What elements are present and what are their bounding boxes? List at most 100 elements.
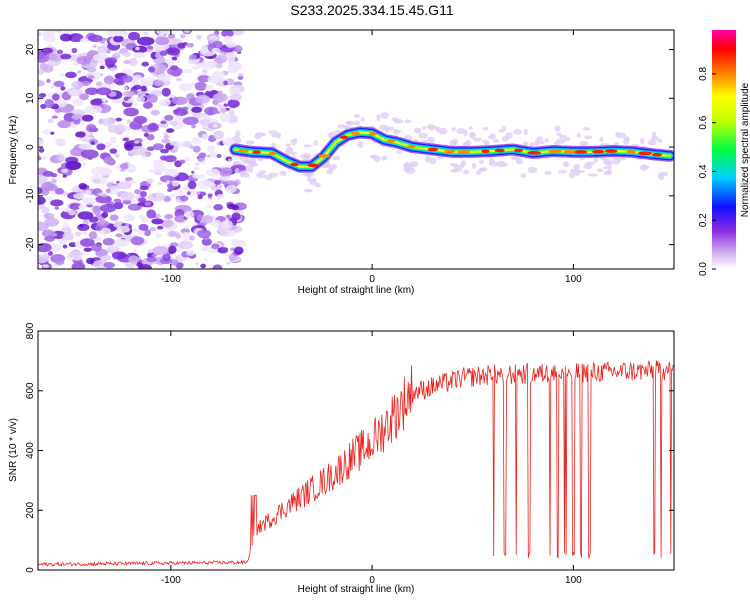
spectrogram-noise-cell <box>152 159 164 166</box>
spectrogram-noise-cell <box>103 156 114 165</box>
spectrogram-noise-cell <box>69 54 79 62</box>
spectrogram-noise-cell <box>138 264 153 269</box>
spectrogram-ridge-halo <box>290 138 297 146</box>
spectrogram-ridge-halo <box>619 156 627 161</box>
spectrogram-hotspot <box>368 132 378 136</box>
spectrogram-noise-cell <box>77 223 90 231</box>
spectrogram-noise-cell <box>226 261 231 265</box>
spectrogram-ridge-halo <box>505 132 513 140</box>
spectrogram-noise-cell <box>56 49 64 55</box>
spectrogram-ytick-label: -20 <box>25 237 36 252</box>
spectrogram-noise-cell <box>162 253 171 262</box>
spectrogram-noise-cell <box>139 185 149 191</box>
spectrogram-noise-cell <box>44 217 60 227</box>
spectrogram-noise-cell <box>175 233 182 239</box>
spectrogram-noise-cell <box>51 115 58 119</box>
spectrogram-ridge-halo <box>303 144 312 148</box>
spectrogram-ridge-halo <box>353 113 361 119</box>
spectrogram-noise-cell <box>182 116 199 126</box>
spectrogram-noise-cell <box>191 81 196 86</box>
spectrogram-ridge-halo <box>603 166 608 170</box>
spectrogram-noise-cell <box>192 173 200 179</box>
spectrogram-noise-cell <box>84 105 103 115</box>
spectrogram-noise-cell <box>95 81 103 86</box>
spectrogram-hotspot <box>638 151 652 156</box>
spectrogram-noise-cell <box>114 153 120 158</box>
spectrogram-ridge-halo <box>426 136 436 144</box>
spectrogram-ridge-halo <box>640 165 650 169</box>
colorbar: 0.0 0.2 0.4 0.6 0.8 Normalized spectral ampl… <box>698 30 750 276</box>
spectrogram-ridge-halo <box>263 174 274 180</box>
spectrogram-noise-cell <box>227 64 239 74</box>
spectrogram-ridge-halo <box>650 136 659 142</box>
snr-ylabel: SNR (10 * v/v) <box>8 418 19 482</box>
spectrogram-noise-cell <box>184 30 190 33</box>
spectrogram-ridge-halo <box>488 133 497 140</box>
spectrogram-noise-cell <box>100 255 108 263</box>
spectrogram-noise-cell <box>196 63 205 68</box>
spectrogram-noise-cell <box>170 94 176 99</box>
spectrogram-noise-cell <box>115 117 123 122</box>
spectrogram-noise-cell <box>158 121 169 128</box>
spectrogram-noise-cell <box>145 153 151 157</box>
spectrogram-noise-cell <box>237 75 244 81</box>
spectrogram-noise-cell <box>221 219 233 230</box>
spectrogram-noise-cell <box>85 132 93 140</box>
spectrogram-noise-cell <box>44 50 50 56</box>
spectrogram-noise-cell <box>133 140 140 144</box>
spectrogram-noise-cell <box>201 238 212 246</box>
spectrogram-noise-cell <box>170 259 179 266</box>
spectrogram-noise-cell <box>84 189 92 196</box>
spectrogram-ridge-halo <box>247 158 257 165</box>
spectrogram-xtick-label: 0 <box>369 274 375 285</box>
spectrogram-noise-cell <box>78 143 92 150</box>
spectrogram-ridge-halo <box>472 137 482 142</box>
spectrogram-noise-cell <box>102 237 115 246</box>
spectrogram-noise-cell <box>60 86 66 91</box>
spectrogram-noise-cell <box>38 186 43 195</box>
spectrogram-noise-cell <box>42 155 47 160</box>
spectrogram-noise-cell <box>200 160 206 165</box>
spectrogram-noise-cell <box>106 30 119 37</box>
snr-xtick-label: 100 <box>565 575 582 586</box>
spectrogram-noise-cell <box>171 38 182 45</box>
spectrogram-noise-cell <box>62 232 75 241</box>
spectrogram-noise-cell <box>123 213 135 222</box>
spectrogram-noise-cell <box>101 194 108 198</box>
spectrogram-noise-cell <box>223 35 232 43</box>
spectrogram-noise-cell <box>113 35 124 43</box>
spectrogram-noise-cell <box>149 226 157 232</box>
spectrogram-ridge-halo <box>599 136 604 143</box>
spectrogram-ridge-halo <box>658 173 665 181</box>
spectrogram-noise-cell <box>230 93 242 101</box>
spectrogram-noise-cell <box>41 229 55 238</box>
snr-ytick-label: 800 <box>25 322 36 339</box>
spectrogram-ridge-halo <box>403 161 411 169</box>
spectrogram-noise-cell <box>50 131 55 135</box>
spectrogram-ridge-halo <box>559 134 567 139</box>
spectrogram-noise-cell <box>183 68 192 74</box>
spectrogram-noise-cell <box>77 70 82 74</box>
spectrogram-ridge-halo <box>564 136 571 142</box>
spectrogram-noise-cell <box>147 252 156 259</box>
spectrogram-noise-cell <box>209 151 218 158</box>
spectrogram-noise-cell <box>103 261 115 269</box>
spectrogram-hotspot <box>386 139 396 143</box>
spectrogram-noise-cell <box>44 98 54 109</box>
spectrogram-noise-cell <box>200 263 207 269</box>
spectrogram-ridge-halo <box>583 163 593 169</box>
spectrogram-noise-cell <box>116 181 132 190</box>
spectrogram-noise-cell <box>188 60 193 65</box>
spectrogram-noise-cell <box>146 256 157 263</box>
spectrogram-hotspot <box>494 148 505 153</box>
spectrogram-noise-cell <box>68 250 83 259</box>
spectrogram-ridge-halo <box>604 161 613 165</box>
spectrogram-noise-cell <box>55 138 66 146</box>
spectrogram-noise-cell <box>218 228 227 236</box>
spectrogram-noise-cell <box>237 72 244 77</box>
spectrogram-noise-cell <box>195 94 211 104</box>
spectrogram-ridge-halo <box>468 126 473 131</box>
spectrogram-ridge-halo <box>313 140 318 146</box>
spectrogram-ridge-halo <box>582 127 590 131</box>
spectrogram-noise-cell <box>106 245 119 254</box>
